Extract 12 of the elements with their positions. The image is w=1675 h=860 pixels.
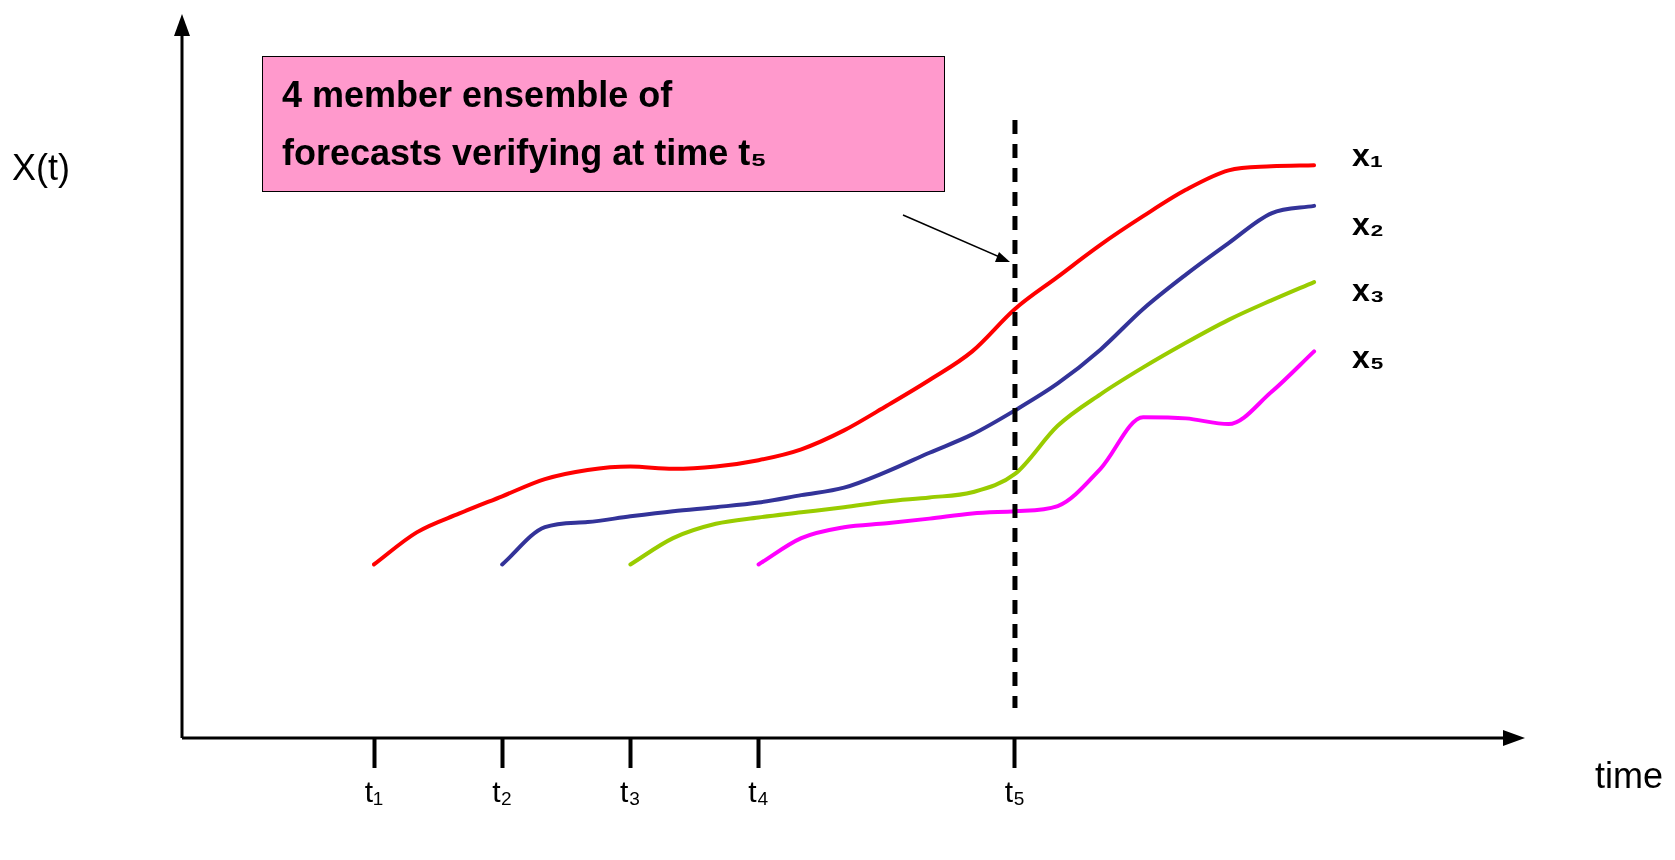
series-label: x₁ [1352, 137, 1384, 174]
x-tick-label: t₃ [620, 775, 641, 809]
series-label: x₅ [1352, 339, 1385, 376]
series-label: x₃ [1352, 271, 1385, 308]
series-label: x₂ [1352, 205, 1385, 242]
text: X(t) [12, 146, 70, 188]
x-tick-label: t₄ [748, 775, 769, 809]
x-tick-label: t₂ [492, 775, 513, 809]
x-tick-label: t₁ [364, 775, 384, 809]
annotation: 4 member ensemble of forecasts verifying at time t₅ [282, 73, 767, 175]
x-tick-label: t₅ [1004, 775, 1026, 809]
x-axis-title: time [1594, 754, 1663, 796]
